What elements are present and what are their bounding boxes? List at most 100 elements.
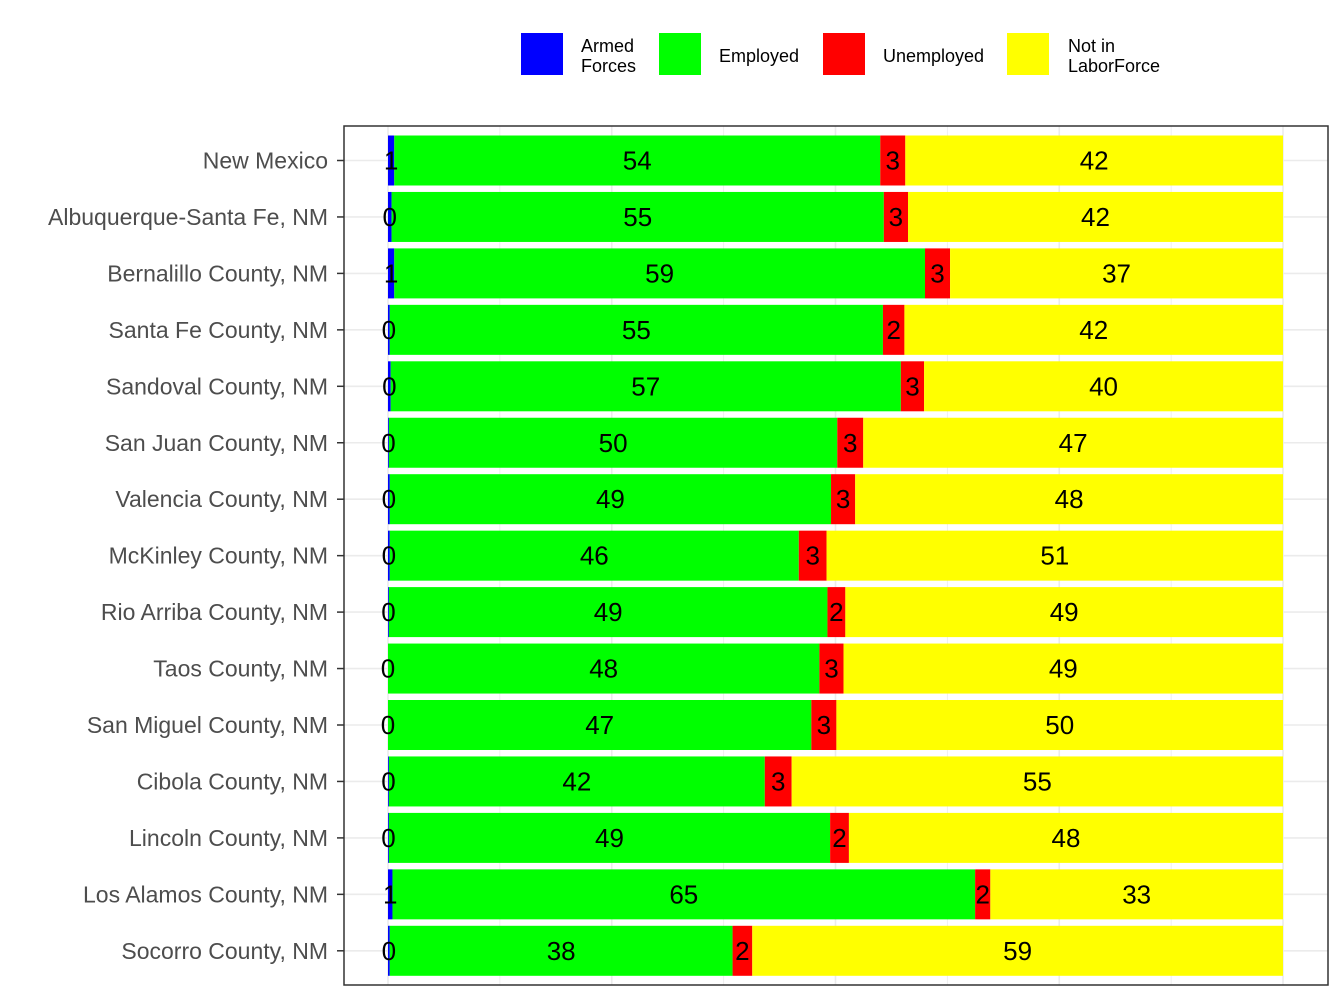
data-label: 0 [381, 597, 395, 627]
bar-segment-armed-forces [388, 587, 389, 638]
data-label: 59 [1003, 936, 1032, 966]
y-tick-label: Valencia County, NM [115, 486, 328, 512]
y-tick-label: McKinley County, NM [109, 543, 328, 569]
y-axis: New Mexico Albuquerque-Santa Fe, NM Bernal… [48, 148, 344, 964]
bar-segment-armed-forces [388, 417, 389, 468]
data-label: 48 [1055, 484, 1084, 514]
y-tick-label: Socorro County, NM [121, 938, 328, 964]
legend-label: LaborForce [1068, 56, 1160, 76]
bar-segment-unemployed [837, 417, 864, 468]
data-label: 49 [594, 597, 623, 627]
bar-segment-employed [389, 304, 883, 355]
data-label: 0 [382, 484, 396, 514]
legend-label: Forces [581, 56, 636, 76]
bar-segment-armed-forces [388, 361, 391, 412]
bar-segment-not-in-laborforce [843, 643, 1283, 694]
y-tick-label: San Miguel County, NM [87, 712, 328, 738]
bar-segment-not-in-laborforce [848, 812, 1283, 863]
data-label: 3 [771, 766, 785, 796]
data-label: 3 [805, 541, 819, 571]
bar-segment-employed [388, 587, 828, 638]
bar-segment-unemployed [925, 248, 951, 299]
data-label: 49 [1050, 597, 1079, 627]
bar-segment-not-in-laborforce [752, 925, 1283, 976]
data-label: 0 [381, 428, 395, 458]
bar-segment-not-in-laborforce [950, 248, 1283, 299]
data-label: 42 [562, 766, 591, 796]
legend-label: Unemployed [883, 46, 984, 66]
data-label: 55 [1023, 766, 1052, 796]
data-label: 2 [829, 597, 843, 627]
bar-segment-unemployed [831, 474, 856, 525]
data-label: 1 [384, 146, 398, 176]
data-label: 42 [1079, 315, 1108, 345]
y-tick-label: Santa Fe County, NM [109, 317, 328, 343]
bar-segment-employed [390, 361, 901, 412]
bar-segment-not-in-laborforce [863, 417, 1283, 468]
data-label: 0 [382, 541, 396, 571]
bar-segment-unemployed [732, 925, 753, 976]
data-label: 55 [623, 202, 652, 232]
y-tick-label: Los Alamos County, NM [83, 881, 328, 907]
bar-segment-unemployed [811, 700, 837, 750]
bar-segment-employed [388, 812, 831, 863]
bar-segment-armed-forces [388, 530, 390, 581]
bar-segment-unemployed [882, 304, 905, 355]
bar-segment-unemployed [975, 869, 991, 920]
bar-segment-unemployed [900, 361, 925, 412]
data-label: 3 [824, 654, 838, 684]
legend-key [823, 33, 865, 75]
bar-segment-armed-forces [388, 474, 390, 525]
legend-item: Unemployed [823, 33, 984, 75]
y-tick-label: Rio Arriba County, NM [101, 599, 328, 625]
y-tick-label: Cibola County, NM [137, 768, 328, 794]
data-label: 1 [384, 258, 398, 288]
bar-segment-armed-forces [388, 756, 389, 807]
data-labels: 1 54 3 42 0 55 3 42 1 59 3 37 0 55 2 42 0 57 3 40 0 50 3 47 0 49 3… [381, 146, 1151, 966]
data-label: 2 [735, 936, 749, 966]
bar-segment-not-in-laborforce [836, 700, 1283, 750]
bar-segment-armed-forces [388, 869, 393, 920]
data-label: 0 [381, 710, 395, 740]
bar-segment-armed-forces [388, 248, 395, 299]
data-label: 50 [599, 428, 628, 458]
bar-segment-employed [389, 925, 733, 976]
data-label: 3 [930, 258, 944, 288]
data-label: 0 [382, 371, 396, 401]
legend-label: Employed [719, 46, 799, 66]
data-label: 3 [889, 202, 903, 232]
bar-segment-employed [388, 417, 838, 468]
data-label: 49 [595, 823, 624, 853]
data-label: 0 [383, 202, 397, 232]
legend-key [1007, 33, 1049, 75]
data-label: 3 [836, 484, 850, 514]
data-label: 48 [1052, 823, 1081, 853]
data-label: 57 [631, 371, 660, 401]
bar-segment-unemployed [764, 756, 792, 807]
bar-segment-employed [391, 191, 884, 242]
bar-segment-employed [388, 700, 812, 750]
data-label: 49 [596, 484, 625, 514]
data-label: 37 [1102, 258, 1131, 288]
data-label: 54 [623, 146, 652, 176]
bar-segment-armed-forces [388, 925, 390, 976]
bar-segment-not-in-laborforce [791, 756, 1283, 807]
bar-segment-armed-forces [388, 191, 392, 242]
bar-segment-not-in-laborforce [845, 587, 1283, 638]
data-label: 3 [843, 428, 857, 458]
bar-segment-employed [394, 135, 881, 186]
data-label: 0 [381, 766, 395, 796]
y-tick-label: New Mexico [203, 148, 328, 174]
data-label: 38 [547, 936, 576, 966]
bar-segment-unemployed [827, 587, 846, 638]
data-label: 3 [905, 371, 919, 401]
data-label: 46 [580, 541, 609, 571]
data-label: 47 [1059, 428, 1088, 458]
data-label: 2 [886, 315, 900, 345]
data-label: 59 [645, 258, 674, 288]
data-label: 42 [1081, 202, 1110, 232]
bar-segment-not-in-laborforce [924, 361, 1283, 412]
